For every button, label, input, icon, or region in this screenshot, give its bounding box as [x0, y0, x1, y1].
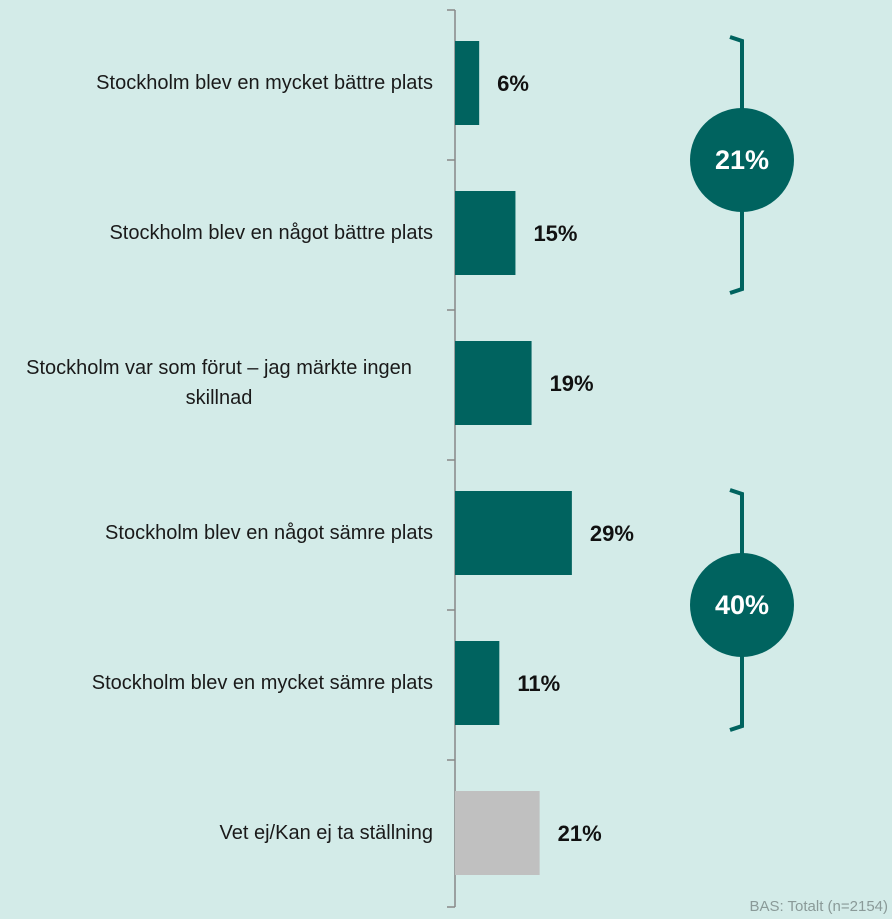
category-text: Stockholm blev en mycket bättre plats — [96, 72, 433, 94]
bar — [455, 191, 516, 275]
value-label: 21% — [558, 821, 602, 846]
value-label: 19% — [550, 371, 594, 396]
category-label: Stockholm blev en mycket sämre plats — [5, 668, 433, 698]
bar — [455, 641, 500, 725]
group-label: 40% — [715, 590, 769, 620]
value-label: 15% — [533, 221, 577, 246]
bar — [455, 341, 532, 425]
category-label: Stockholm blev en något sämre plats — [5, 518, 433, 548]
category-text: Stockholm blev en något bättre plats — [109, 222, 433, 244]
group-circle — [690, 108, 794, 212]
category-label: Stockholm blev en mycket bättre plats — [5, 68, 433, 98]
group-circle — [690, 553, 794, 657]
category-label: Vet ej/Kan ej ta ställning — [5, 818, 433, 848]
category-label: Stockholm var som förut – jag märkte ing… — [5, 353, 433, 413]
bar — [455, 791, 540, 875]
bar — [455, 491, 572, 575]
footnote: BAS: Totalt (n=2154) — [749, 898, 888, 915]
value-label: 6% — [497, 71, 529, 96]
group-label: 21% — [715, 145, 769, 175]
category-text: Vet ej/Kan ej ta ställning — [219, 822, 433, 844]
bar — [455, 41, 480, 125]
category-text: Stockholm blev en något sämre plats — [105, 522, 433, 544]
value-label: 29% — [590, 521, 634, 546]
category-label: Stockholm blev en något bättre plats — [5, 218, 433, 248]
category-text: Stockholm var som förut – jag märkte ing… — [26, 357, 412, 409]
value-label: 11% — [517, 671, 560, 696]
category-text: Stockholm blev en mycket sämre plats — [91, 672, 433, 694]
